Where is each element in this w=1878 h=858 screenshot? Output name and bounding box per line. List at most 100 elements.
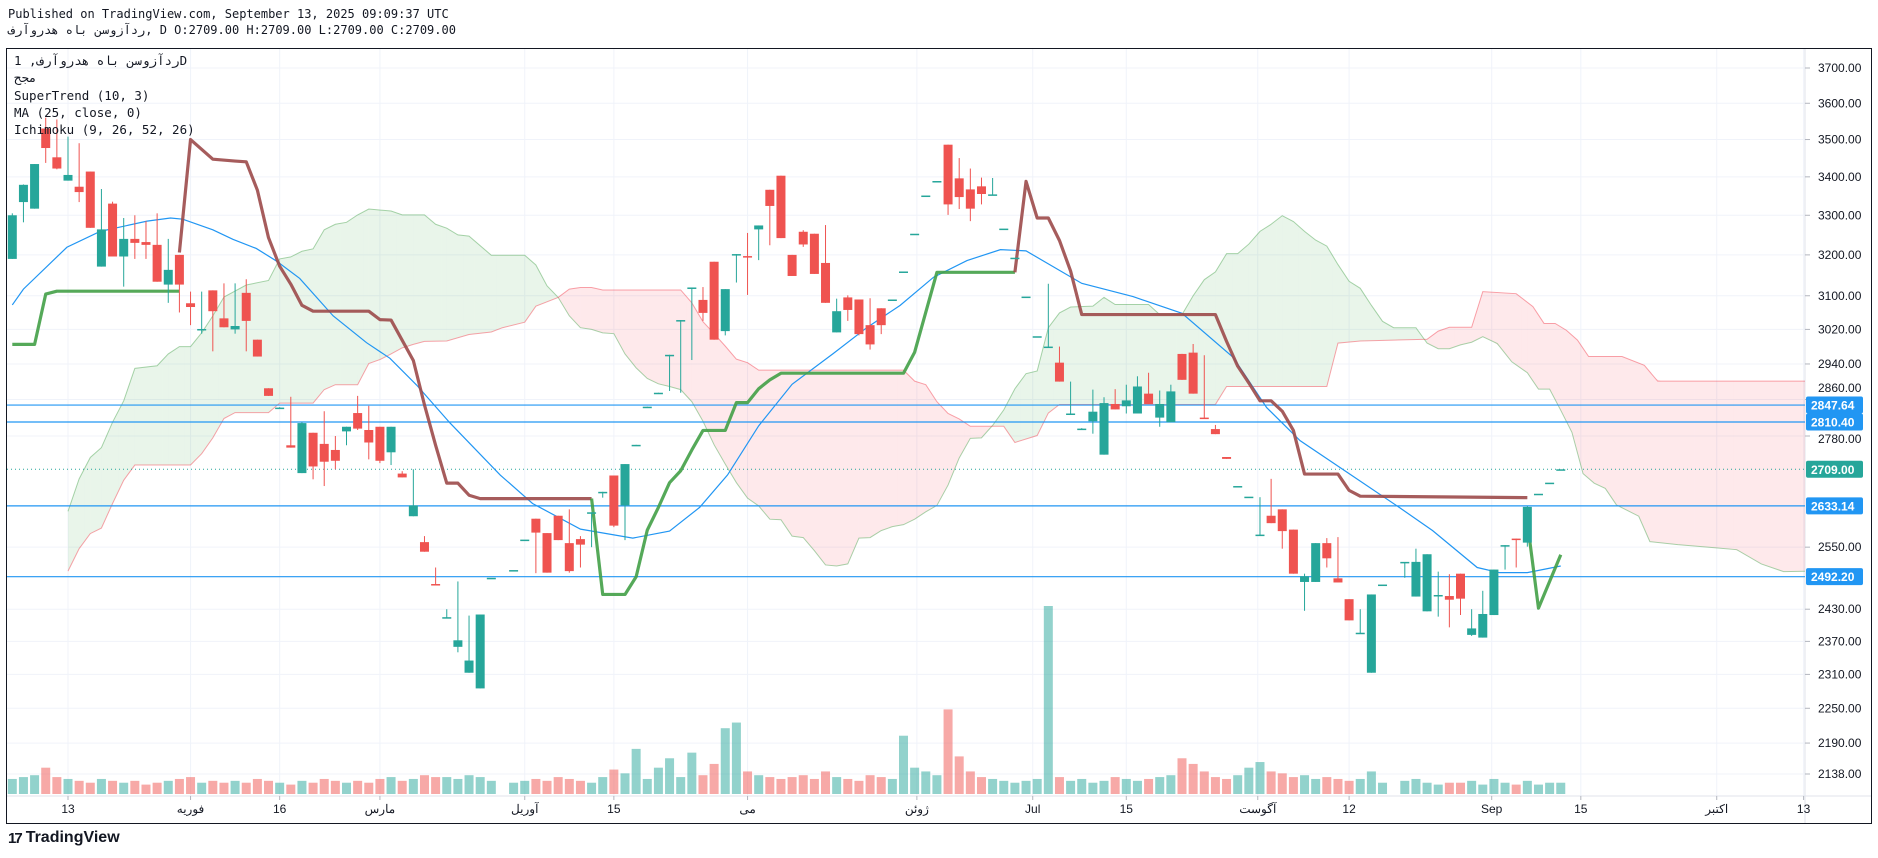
candle[interactable]	[865, 298, 875, 350]
candle[interactable]	[731, 254, 741, 283]
candle[interactable]	[1333, 537, 1343, 583]
candles[interactable]	[7, 117, 1566, 689]
candle[interactable]	[1288, 529, 1298, 574]
candle[interactable]	[887, 299, 897, 301]
candle[interactable]	[965, 168, 975, 222]
candle[interactable]	[174, 254, 184, 313]
candle[interactable]	[442, 609, 452, 619]
candle[interactable]	[1233, 486, 1243, 488]
legend-symbol[interactable]: ردآزوسن باه هدروآرف, 1D	[14, 53, 188, 68]
candle[interactable]	[330, 435, 340, 470]
candle[interactable]	[386, 426, 396, 466]
candle[interactable]	[609, 475, 619, 528]
candle[interactable]	[486, 577, 496, 580]
candle[interactable]	[564, 509, 574, 573]
candle[interactable]	[264, 388, 274, 396]
candle[interactable]	[1177, 353, 1187, 380]
candle[interactable]	[776, 175, 786, 239]
candle[interactable]	[921, 195, 931, 198]
candle[interactable]	[709, 261, 719, 340]
legend-supertrend[interactable]: SuperTrend (10, 3)	[14, 88, 150, 103]
candle[interactable]	[275, 407, 285, 410]
candle[interactable]	[843, 295, 853, 321]
candle[interactable]	[1054, 346, 1064, 382]
candle[interactable]	[1099, 397, 1109, 455]
candle[interactable]	[1010, 257, 1020, 260]
candle[interactable]	[141, 221, 151, 259]
candle[interactable]	[754, 225, 764, 261]
tradingview-logo[interactable]: 17 TradingView	[8, 829, 120, 847]
candle[interactable]	[1489, 569, 1499, 616]
candle[interactable]	[798, 230, 808, 247]
candle[interactable]	[431, 567, 441, 586]
candle[interactable]	[1533, 493, 1543, 496]
candle[interactable]	[96, 189, 106, 267]
candle[interactable]	[1444, 574, 1454, 628]
candle[interactable]	[1344, 599, 1354, 621]
candle[interactable]	[676, 320, 686, 393]
candle[interactable]	[408, 469, 418, 517]
candle[interactable]	[1522, 505, 1532, 547]
candle[interactable]	[575, 536, 585, 568]
candle[interactable]	[665, 354, 675, 391]
candle[interactable]	[943, 144, 953, 215]
candle[interactable]	[1077, 428, 1087, 431]
candle[interactable]	[30, 164, 40, 209]
candle[interactable]	[988, 177, 998, 196]
candle[interactable]	[1478, 590, 1488, 638]
candle[interactable]	[1110, 389, 1120, 410]
candle[interactable]	[598, 491, 608, 498]
candle[interactable]	[119, 218, 129, 287]
candle[interactable]	[1088, 389, 1098, 434]
candle[interactable]	[743, 232, 753, 295]
candle[interactable]	[1166, 384, 1176, 423]
candle[interactable]	[1433, 571, 1443, 617]
candle[interactable]	[653, 392, 663, 395]
candle[interactable]	[1400, 561, 1410, 578]
candle[interactable]	[1244, 496, 1254, 499]
candle[interactable]	[1032, 336, 1042, 338]
price-axis[interactable]: 3700.00 3600.00 3500.00 3400.00 3300.00 3200.…	[1805, 61, 1863, 781]
candle[interactable]	[297, 422, 307, 474]
candle[interactable]	[52, 119, 62, 170]
candle[interactable]	[1467, 609, 1477, 636]
candle[interactable]	[720, 289, 730, 336]
candle[interactable]	[1132, 376, 1142, 414]
candle[interactable]	[130, 215, 140, 259]
candle[interactable]	[41, 117, 51, 163]
candle[interactable]	[1300, 573, 1310, 611]
candle[interactable]	[1199, 355, 1209, 420]
candle[interactable]	[342, 426, 351, 446]
candle[interactable]	[1366, 594, 1376, 673]
candle[interactable]	[63, 136, 73, 181]
candle[interactable]	[252, 339, 262, 357]
candle[interactable]	[1155, 390, 1165, 427]
candle[interactable]	[954, 158, 964, 210]
candle[interactable]	[999, 228, 1009, 231]
candle[interactable]	[620, 464, 630, 541]
candle[interactable]	[1121, 384, 1131, 414]
time-axis[interactable]: 13 فوریه 16 مارس آوریل 15 می ژوئن Jul 15 آگوست 12 Se…	[61, 796, 1811, 816]
candle[interactable]	[809, 233, 819, 274]
candle[interactable]	[698, 287, 708, 321]
candle[interactable]	[642, 406, 652, 409]
candle[interactable]	[520, 539, 530, 542]
candle[interactable]	[1511, 538, 1521, 568]
candle[interactable]	[1277, 509, 1287, 549]
candle[interactable]	[7, 213, 17, 259]
candle[interactable]	[1043, 283, 1053, 349]
candle[interactable]	[1021, 296, 1031, 299]
candle[interactable]	[542, 533, 552, 573]
candle[interactable]	[475, 614, 485, 689]
candle[interactable]	[531, 518, 541, 574]
candle[interactable]	[787, 254, 797, 276]
candle[interactable]	[208, 290, 218, 352]
candle[interactable]	[375, 426, 385, 464]
candle[interactable]	[319, 411, 329, 487]
candle[interactable]	[1422, 554, 1432, 612]
candle[interactable]	[1556, 469, 1566, 471]
candle[interactable]	[163, 238, 173, 303]
candle[interactable]	[631, 444, 641, 447]
candle[interactable]	[932, 181, 942, 183]
legend-volume[interactable]: مجح	[14, 70, 37, 85]
